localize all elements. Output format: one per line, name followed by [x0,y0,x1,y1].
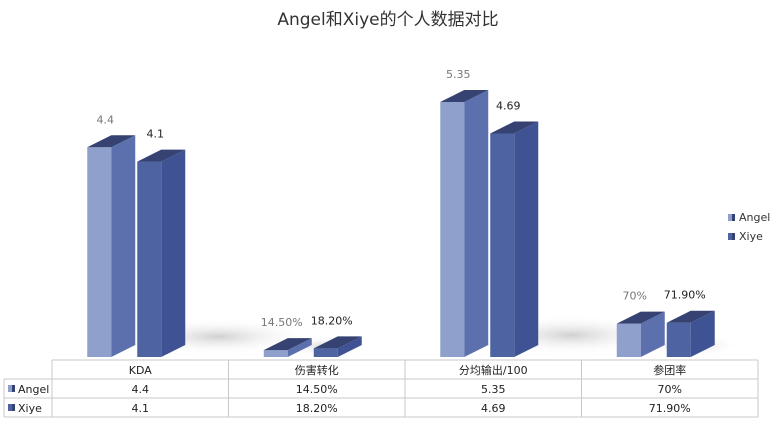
bar-top-face [440,90,489,102]
data-label: 71.90% [664,289,706,302]
table-header-cell: 分均输出/100 [459,363,528,377]
legend-key-shade [732,214,735,221]
table-legend-key [8,385,15,392]
bar-xiye-1 [313,336,362,357]
table-header-cell: 伤害转化 [295,363,339,377]
bar-side-face [690,310,715,357]
bar-xiye-2 [490,121,539,357]
bar-front-face [137,161,162,357]
table-cell: 70% [658,383,682,396]
table-cell: 18.20% [296,402,338,415]
data-label: 4.1 [147,128,165,141]
table-header-cell: 参团率 [653,363,686,377]
bar-top-face [87,135,136,148]
bar-front-face [490,133,515,357]
table-series-name: Angel [18,383,49,396]
data-label: 18.20% [311,314,353,327]
table-series-name: Xiye [18,402,42,415]
table-cell: 5.35 [481,383,506,396]
bar-angel-2 [440,90,489,357]
table-cell: 4.69 [481,402,506,415]
bar-side-face [464,90,489,357]
bar-top-face [616,311,665,324]
bar-front-face [313,348,338,357]
bar-side-face [337,336,362,357]
bar-top-face [313,336,362,349]
legend-key [728,214,735,221]
bar-front-face [263,350,288,357]
data-label: 14.50% [261,316,303,329]
bar-angel-1 [263,338,312,357]
data-label: 5.35 [446,68,471,81]
bar-angel-0 [87,135,136,357]
bar-top-face [666,310,715,323]
data-label: 4.4 [97,113,115,126]
bar-top-face [490,121,539,134]
table-header-cell: KDA [129,364,152,377]
bar-xiye-3 [666,310,715,357]
bar-side-face [161,149,186,357]
table-legend-key [8,404,15,411]
bar-front-face [87,147,112,357]
table-cell: 4.1 [132,402,150,415]
bar-front-face [666,322,691,357]
data-label: 4.69 [496,99,521,112]
bar-xiye-0 [137,149,186,357]
chart-title: Angel和Xiye的个人数据对比 [277,10,498,30]
bar-angel-3 [616,311,665,357]
legend-label: Angel [739,211,770,224]
table-cell: 14.50% [296,383,338,396]
bar-top-face [263,338,312,351]
bar-side-face [514,121,539,357]
bar-front-face [440,102,465,357]
bar-side-face [111,135,136,357]
table-legend-key-shade [12,385,15,392]
bar-side-face [640,311,665,357]
table-cell: 4.4 [132,383,150,396]
bar-top-face [137,149,186,162]
table-cell: 71.90% [649,402,691,415]
bar-front-face [616,323,641,357]
table-legend-key-shade [12,404,15,411]
legend-key-shade [732,233,735,240]
bar-side-face [287,338,312,357]
legend-label: Xiye [739,230,763,243]
data-label: 70% [623,290,647,303]
legend-key [728,233,735,240]
